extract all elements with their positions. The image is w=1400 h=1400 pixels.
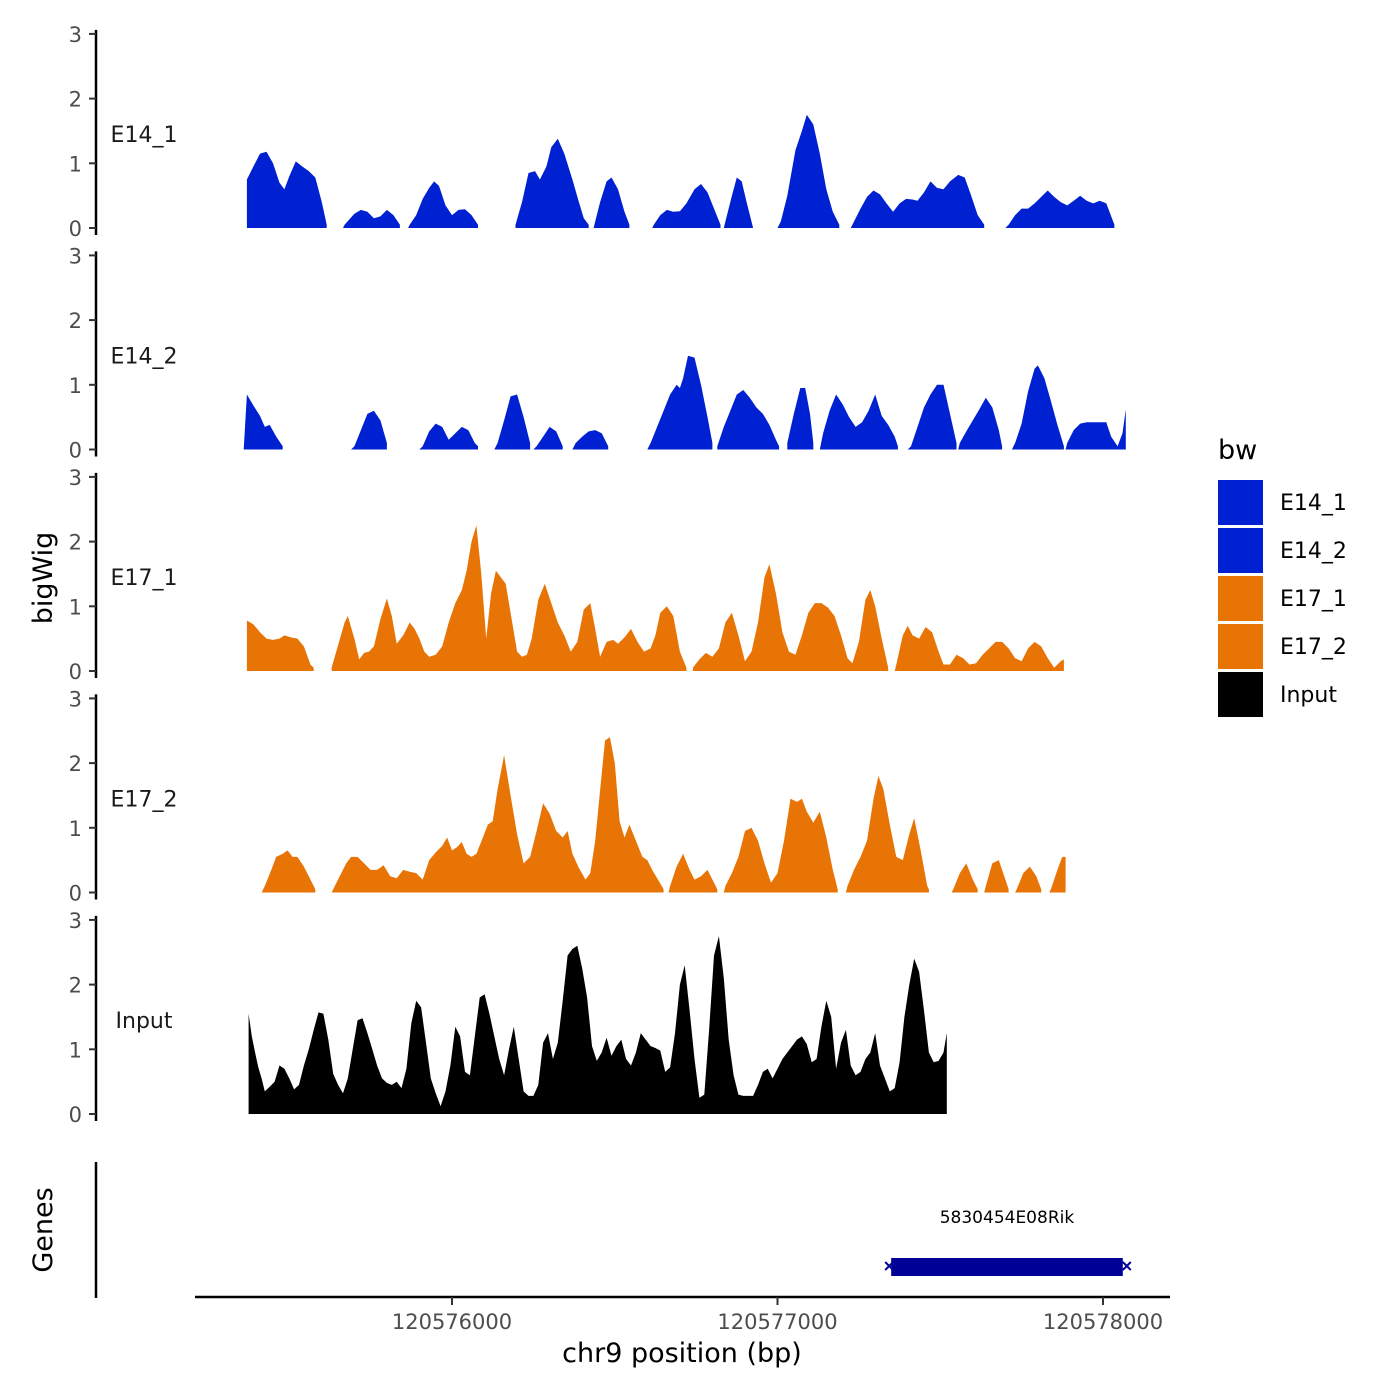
legend-entry-e17-2: E17_2 [1218,624,1347,669]
y-tick-label: 1 [69,1038,82,1062]
y-tick-label: 3 [69,466,82,490]
y-tick-label: 0 [69,882,82,906]
coverage-area-e14-2 [243,355,1126,450]
y-tick-label: 0 [69,660,82,684]
genes-title: Genes [28,1187,59,1272]
y-tick-label: 1 [69,817,82,841]
legend-label: Input [1280,683,1337,708]
y-tick-label: 1 [69,374,82,398]
legend-title: bw [1218,435,1257,466]
y-tick-label: 3 [69,687,82,711]
coverage-area-input [248,936,947,1114]
y-tick-label: 3 [69,23,82,47]
track-e17-2: 0 1 2 3 E17_2 [69,687,1066,906]
gene-end-marker [1122,1261,1132,1271]
y-tick-label: 1 [69,595,82,619]
legend-swatch [1218,624,1263,669]
track-e14-2: 0 1 2 3 E14_2 [69,244,1126,463]
track-input: 0 1 2 3 Input [69,909,947,1127]
legend-swatch [1218,672,1263,717]
track-label-e14-1: E14_1 [111,123,178,148]
x-tick-label: 120577000 [717,1310,837,1334]
y-tick-label: 0 [69,1103,82,1127]
y-tick-label: 3 [69,909,82,933]
coverage-area-e17-2 [261,737,1066,893]
x-axis-title: chr9 position (bp) [562,1338,802,1369]
legend-entry-e14-2: E14_2 [1218,528,1347,573]
track-label-e17-1: E17_1 [111,566,178,591]
legend-entries: E14_1 E14_2 E17_1 E17_2 Input [1218,480,1347,717]
y-tick-label: 1 [69,152,82,176]
gene-label: 5830454E08Rik [940,1208,1075,1228]
y-tick-label: 2 [69,974,82,998]
track-label-e17-2: E17_2 [111,788,178,813]
y-tick-label: 2 [69,752,82,776]
track-label-input: Input [116,1009,173,1034]
y-tick-label: 2 [69,88,82,112]
legend-swatch [1218,528,1263,573]
legend-entry-input: Input [1218,672,1337,717]
track-e14-1: 0 1 2 3 E14_1 [69,23,1115,241]
legend-entry-e17-1: E17_1 [1218,576,1347,621]
gene-5830454e08rik: 5830454E08Rik [884,1208,1132,1276]
coverage-area-e17-1 [246,525,1064,671]
y-tick-label: 2 [69,309,82,333]
gene-body [891,1258,1123,1276]
legend-swatch [1218,480,1263,525]
x-ticks: 120576000 120577000 120578000 [392,1297,1163,1334]
legend-swatch [1218,576,1263,621]
coverage-tracks: 0 1 2 3 E14_1 0 1 2 3 E14_2 0 1 2 3 E17_1 0 1 2 3 E17_2 0 1 2 3… [69,23,1126,1127]
track-label-e14-2: E14_2 [111,345,178,370]
y-axis-title: bigWig [28,532,59,625]
legend-label: E17_2 [1280,635,1347,660]
x-axis: 120576000 120577000 120578000 chr9 positio… [195,1295,1170,1369]
y-tick-label: 2 [69,531,82,555]
gene-start-marker [884,1261,894,1271]
coverage-area-e14-1 [246,114,1115,228]
y-tick-label: 3 [69,244,82,268]
legend-label: E17_1 [1280,587,1347,612]
x-tick-label: 120578000 [1043,1310,1163,1334]
legend-entry-e14-1: E14_1 [1218,480,1347,525]
gene-marks: 5830454E08Rik [884,1208,1132,1276]
y-tick-label: 0 [69,217,82,241]
legend-label: E14_1 [1280,491,1347,516]
x-tick-label: 120576000 [392,1310,512,1334]
legend: bw E14_1 E14_2 E17_1 E17_2 Input [1218,435,1347,717]
genes-track: Genes 5830454E08Rik [28,1162,1132,1298]
legend-label: E14_2 [1280,539,1347,564]
track-e17-1: 0 1 2 3 E17_1 [69,466,1064,684]
y-tick-label: 0 [69,439,82,463]
